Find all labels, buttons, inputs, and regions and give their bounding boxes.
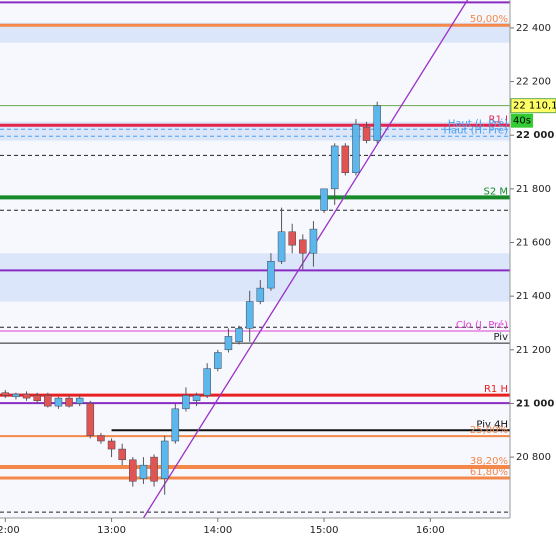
candle-body: [299, 239, 307, 254]
level-label: Haut (J. Pré): [448, 117, 508, 129]
y-tick-label: 22 200: [516, 77, 551, 88]
level-label: Haut (H. Pré): [444, 124, 509, 136]
candle-body: [214, 352, 222, 369]
candle-body: [320, 188, 328, 211]
candle-body: [235, 328, 243, 343]
level-label: 38,20%: [470, 456, 508, 467]
y-tick-label: 21 200: [516, 345, 551, 356]
y-tick-label: 21 400: [516, 291, 551, 302]
candle-body: [224, 336, 233, 351]
candle-body: [97, 435, 105, 442]
candle-body: [86, 403, 95, 436]
candle-body: [267, 261, 275, 289]
level-label: R1 H: [484, 384, 508, 395]
x-tick-label: 12:00: [0, 525, 20, 536]
candle-body: [182, 395, 190, 410]
level-label: 25,00%: [470, 425, 508, 436]
x-tick-label: 13:00: [97, 525, 126, 536]
countdown-box: [511, 113, 533, 128]
candle-body: [75, 397, 84, 404]
candle-body: [65, 397, 73, 407]
candle-body: [44, 395, 52, 407]
y-tick-label: 22 000: [516, 130, 554, 141]
x-tick-label: 15:00: [310, 525, 339, 536]
candle-body: [129, 459, 137, 482]
x-tick-label: 14:00: [203, 525, 232, 536]
countdown-label: 40s: [513, 116, 531, 127]
candle-body: [160, 440, 169, 479]
level-label: R1 J: [489, 114, 508, 125]
candle-body: [330, 145, 339, 190]
x-tick-label: 16:00: [416, 525, 445, 536]
candle-body: [288, 231, 296, 246]
candle-body: [256, 287, 265, 302]
candle-body: [373, 105, 381, 141]
zone-band: [0, 253, 510, 302]
last-price-label: 22 110,1: [513, 101, 556, 112]
candle-body: [139, 464, 148, 479]
level-label: Piv 4H: [476, 419, 508, 430]
candle-body: [12, 393, 20, 397]
level-label: 50,00%: [470, 14, 508, 25]
zone-band: [0, 22, 510, 43]
y-tick-label: 21 600: [516, 238, 551, 249]
y-tick-label: 21 800: [516, 184, 551, 195]
last-price-box: [510, 98, 556, 114]
axis-bg: [510, 0, 556, 538]
level-label: Clo (J. Pré): [456, 319, 508, 331]
candle-body: [1, 392, 10, 396]
candle-body: [54, 397, 63, 407]
candle-body: [203, 368, 211, 396]
candle-body: [352, 124, 360, 174]
candle-body: [245, 301, 254, 329]
candle-body: [192, 395, 201, 402]
candle-body: [341, 145, 350, 174]
y-tick-label: 22 400: [516, 23, 551, 34]
candle-body: [118, 448, 126, 461]
y-tick-label: 20 800: [516, 452, 551, 463]
candle-body: [22, 393, 31, 399]
candle-body: [277, 231, 286, 262]
level-label: Piv: [493, 332, 508, 343]
y-tick-label: 21 000: [516, 398, 554, 409]
trend-line: [142, 0, 469, 519]
level-label: S2 M: [483, 186, 508, 197]
candle-body: [33, 395, 41, 402]
candle-body: [171, 408, 180, 442]
axis-bg: [0, 518, 510, 538]
candle-body: [362, 126, 371, 141]
level-label: 61,80%: [470, 467, 508, 478]
candle-body: [150, 456, 158, 482]
candle-body: [107, 440, 116, 450]
candle-body: [309, 228, 318, 254]
